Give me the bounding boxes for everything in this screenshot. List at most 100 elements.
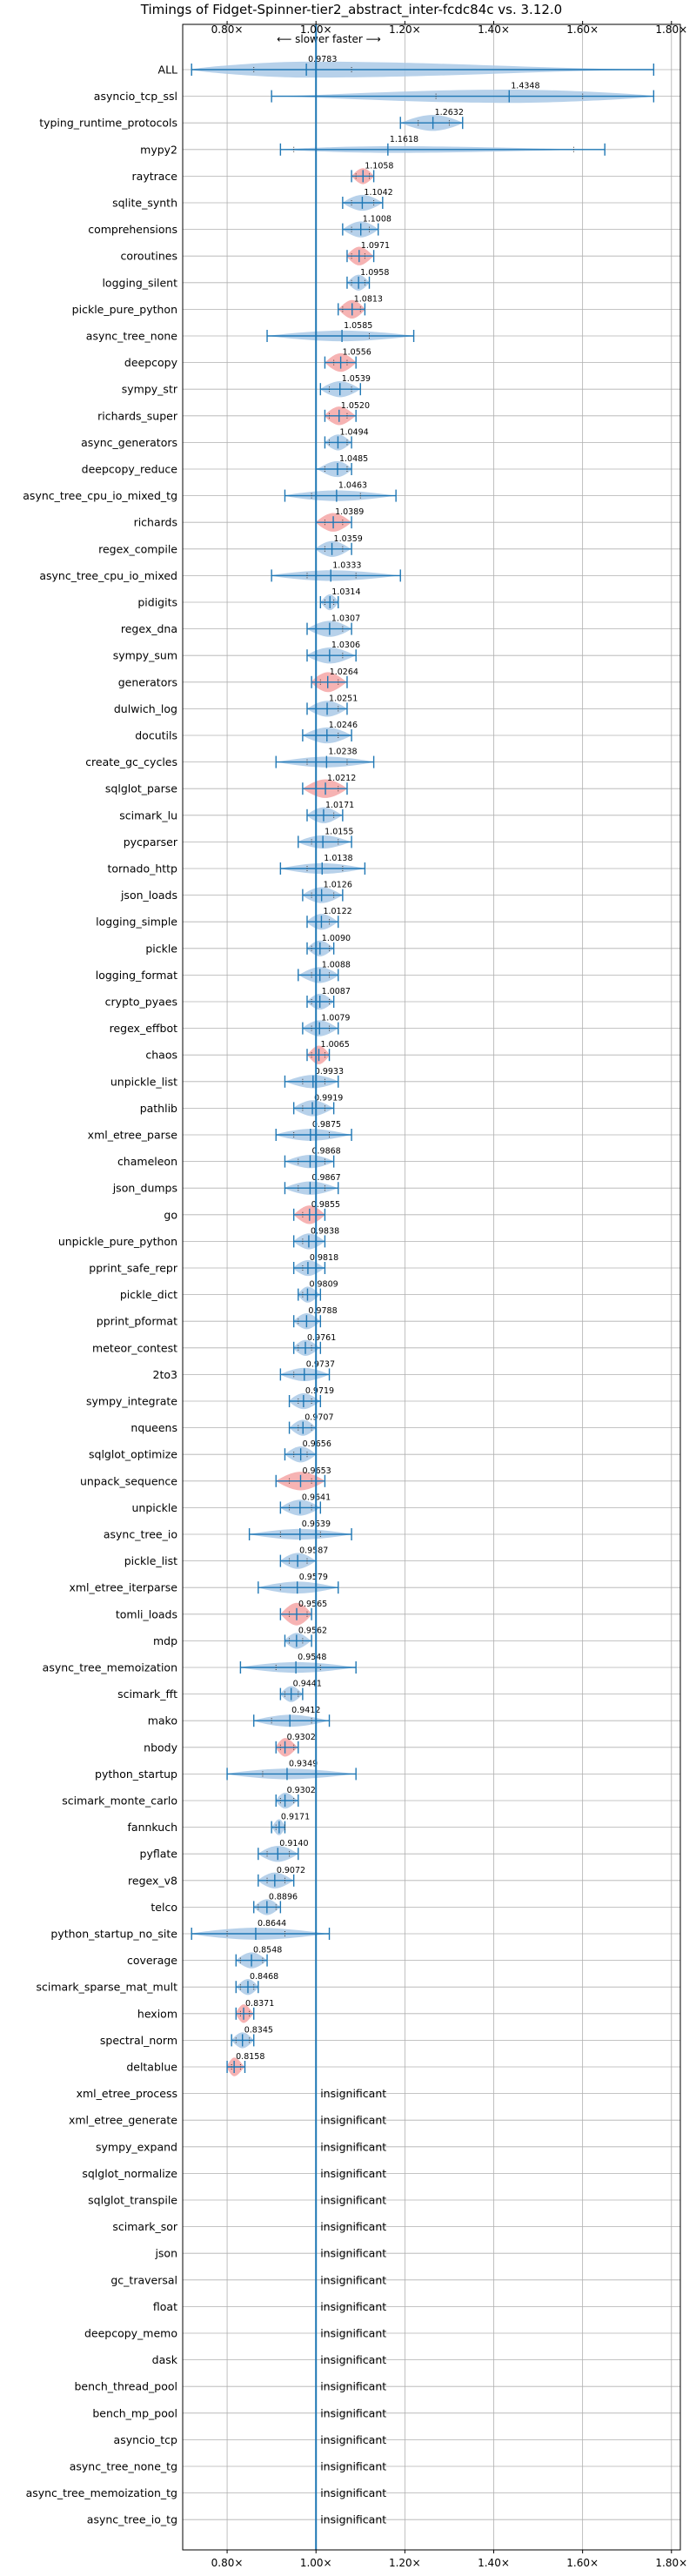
value-label: 0.9302: [287, 1733, 316, 1742]
value-label: 1.2632: [435, 108, 464, 117]
category-label: async_tree_memoization_tg: [26, 2486, 177, 2499]
category-label: python_startup_no_site: [50, 1928, 177, 1941]
category-label: pickle_list: [124, 1554, 177, 1567]
category-label: pickle: [145, 942, 177, 955]
value-label: 0.9302: [287, 1786, 316, 1795]
value-label: 1.4348: [511, 82, 539, 91]
plot-frame: [182, 23, 681, 2551]
insignificant-label: insignificant: [320, 2140, 386, 2153]
category-label: mypy2: [140, 143, 177, 156]
category-label: pyflate: [140, 1848, 178, 1861]
grid: [183, 24, 680, 2550]
insignificant-label: insignificant: [320, 2433, 386, 2446]
insignificant-label: insignificant: [320, 2406, 386, 2419]
x-tick-label-bottom: 1.00×: [300, 2557, 332, 2569]
category-label: logging_silent: [102, 276, 177, 289]
category-label: sqlite_synth: [112, 197, 177, 210]
chart-title: Timings of Fidget-Spinner-tier2_abstract…: [140, 2, 562, 18]
value-label: 1.0813: [354, 294, 383, 304]
value-label: 1.0065: [321, 1040, 350, 1050]
value-label: 1.0494: [339, 427, 368, 437]
value-label: 0.9548: [298, 1653, 326, 1662]
category-label: generators: [118, 675, 177, 688]
category-label: chameleon: [117, 1155, 177, 1168]
x-tick-label-bottom: 1.40×: [478, 2557, 510, 2569]
category-label: sqlglot_transpile: [88, 2194, 177, 2207]
category-label: async_tree_cpu_io_mixed: [39, 569, 177, 582]
value-label: 0.9868: [311, 1147, 340, 1157]
category-label: go: [164, 1208, 177, 1221]
category-label: pprint_pformat: [97, 1315, 177, 1328]
value-label: 1.1618: [390, 135, 418, 144]
category-label: asyncio_tcp: [114, 2433, 178, 2446]
insignificant-label: insignificant: [320, 2513, 386, 2526]
category-label: sqlglot_parse: [105, 782, 177, 795]
value-label: 1.0088: [322, 960, 351, 969]
category-label: xml_etree_process: [77, 2087, 177, 2100]
category-label: regex_compile: [98, 542, 177, 555]
insignificant-label: insignificant: [320, 2087, 386, 2100]
value-label: 0.9855: [311, 1200, 340, 1210]
category-label: nqueens: [130, 1421, 177, 1434]
category-label: sympy_str: [122, 383, 178, 396]
category-label: richards_super: [97, 409, 178, 422]
category-label: nbody: [144, 1741, 177, 1754]
category-label: async_tree_memoization: [43, 1661, 177, 1674]
value-label: 0.8371: [245, 1999, 274, 2009]
value-label: 0.9875: [312, 1120, 341, 1130]
value-label: 0.9412: [291, 1706, 320, 1715]
insignificant-label: insignificant: [320, 2380, 386, 2393]
category-label: hexiom: [137, 2007, 177, 2020]
category-label: logging_simple: [96, 916, 177, 929]
value-label: 0.9656: [303, 1439, 331, 1449]
x-tick-label-top: 1.40×: [478, 23, 510, 36]
category-label: richards: [134, 516, 177, 529]
value-label: 0.9072: [277, 1866, 305, 1875]
category-label: pickle_pure_python: [72, 303, 177, 316]
category-label: scimark_monte_carlo: [62, 1794, 177, 1808]
category-label: async_generators: [81, 436, 177, 449]
x-tick-label-bottom: 1.80×: [655, 2557, 687, 2569]
value-label: 0.8468: [250, 1972, 278, 1982]
x-tick-label-bottom: 0.80×: [211, 2557, 244, 2569]
category-label: regex_dna: [121, 622, 177, 635]
x-tick-label-top: 1.60×: [566, 23, 599, 36]
category-label: unpickle_list: [110, 1075, 177, 1088]
value-label: 0.8896: [269, 1892, 298, 1902]
category-label: async_tree_io_tg: [87, 2513, 177, 2526]
category-label: chaos: [145, 1049, 177, 1062]
category-label: comprehensions: [88, 223, 177, 236]
value-label: 1.0359: [334, 534, 363, 544]
category-label: raytrace: [132, 170, 178, 183]
category-label: sqlglot_optimize: [89, 1448, 177, 1461]
value-label: 1.0246: [329, 721, 358, 730]
insignificant-label: insignificant: [320, 2167, 386, 2180]
value-label: 1.1058: [365, 161, 393, 171]
value-label: 0.8644: [258, 1919, 286, 1929]
value-label: 1.1008: [363, 215, 392, 225]
value-label: 1.0520: [341, 401, 370, 411]
category-label: scimark_lu: [119, 808, 177, 822]
category-label: regex_effbot: [110, 1022, 177, 1035]
category-label: fannkuch: [128, 1821, 177, 1834]
value-label: 1.0333: [332, 560, 361, 570]
category-label: deepcopy_memo: [84, 2327, 177, 2340]
value-label: 0.9707: [304, 1413, 333, 1423]
value-label: 0.9933: [315, 1067, 344, 1077]
insignificant-label: insignificant: [320, 2460, 386, 2473]
category-label: xml_etree_generate: [69, 2114, 177, 2127]
category-label: json_dumps: [112, 1182, 177, 1195]
x-tick-label-bottom: 1.60×: [566, 2557, 599, 2569]
category-label: ALL: [158, 64, 178, 77]
category-label: create_gc_cycles: [85, 755, 177, 768]
value-label: 0.9809: [309, 1280, 338, 1290]
category-label: python_startup: [95, 1768, 177, 1781]
value-label: 0.9818: [310, 1253, 338, 1263]
category-label: meteor_contest: [92, 1341, 177, 1354]
category-label: tornado_http: [107, 862, 177, 875]
category-label: pycparser: [124, 835, 178, 849]
category-label: spectral_norm: [100, 2034, 177, 2047]
value-label: 1.0306: [331, 641, 360, 650]
insignificant-label: insignificant: [320, 2353, 386, 2366]
